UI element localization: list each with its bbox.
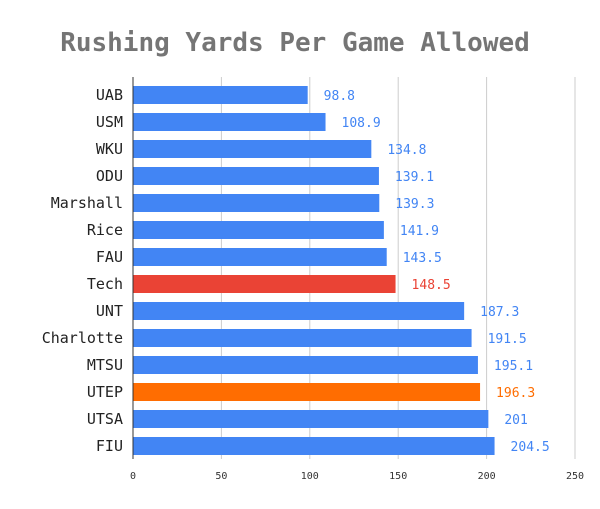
x-tick-label: 100 xyxy=(301,471,319,482)
category-label: ODU xyxy=(96,167,123,185)
category-label: UAB xyxy=(96,86,123,104)
x-tick-label: 150 xyxy=(389,471,407,482)
value-labels: 98.8 108.9 134.8 139.1 139.3 141.9 143.5 148.5 1… xyxy=(324,89,550,455)
bar xyxy=(133,113,326,131)
category-label: WKU xyxy=(96,140,123,158)
x-axis-ticks: 0 50 100 150 200 250 xyxy=(130,471,584,482)
bar xyxy=(133,329,472,347)
value-label: 108.9 xyxy=(342,116,381,131)
bar xyxy=(133,140,372,158)
value-label: 187.3 xyxy=(480,305,519,320)
category-label: Tech xyxy=(87,275,123,293)
bar xyxy=(133,167,379,185)
value-label: 148.5 xyxy=(412,278,451,293)
bar xyxy=(133,356,478,374)
bar xyxy=(133,86,308,104)
category-label: UTEP xyxy=(87,383,123,401)
value-label: 98.8 xyxy=(324,89,355,104)
value-label: 204.5 xyxy=(511,440,550,455)
category-label: UNT xyxy=(96,302,123,320)
value-label: 191.5 xyxy=(488,332,527,347)
bar xyxy=(133,194,380,212)
x-tick-label: 50 xyxy=(215,471,227,482)
bar xyxy=(133,248,387,266)
gridlines xyxy=(220,77,576,459)
bar xyxy=(133,437,495,455)
value-label: 141.9 xyxy=(400,224,439,239)
value-label: 143.5 xyxy=(403,251,442,266)
chart-title: Rushing Yards Per Game Allowed xyxy=(60,28,530,58)
x-tick-label: 200 xyxy=(478,471,496,482)
bar xyxy=(133,410,489,428)
category-labels: UAB USM WKU ODU Marshall Rice FAU Tech UNT Charlo… xyxy=(42,86,123,455)
value-label: 134.8 xyxy=(387,143,426,158)
category-label: MTSU xyxy=(87,356,123,374)
category-label: FAU xyxy=(96,248,123,266)
category-label: FIU xyxy=(96,437,123,455)
bar xyxy=(133,302,465,320)
bar xyxy=(133,275,396,293)
category-label: Charlotte xyxy=(42,329,123,347)
value-label: 196.3 xyxy=(496,386,535,401)
value-label: 195.1 xyxy=(494,359,533,374)
bar xyxy=(133,221,384,239)
bars xyxy=(133,86,495,455)
value-label: 201 xyxy=(504,413,527,428)
x-tick-label: 250 xyxy=(566,471,584,482)
value-label: 139.1 xyxy=(395,170,434,185)
category-label: Marshall xyxy=(51,194,123,212)
category-label: Rice xyxy=(87,221,123,239)
bar xyxy=(133,383,481,401)
category-label: USM xyxy=(96,113,123,131)
category-label: UTSA xyxy=(87,410,123,428)
value-label: 139.3 xyxy=(395,197,434,212)
x-tick-label: 0 xyxy=(130,471,136,482)
